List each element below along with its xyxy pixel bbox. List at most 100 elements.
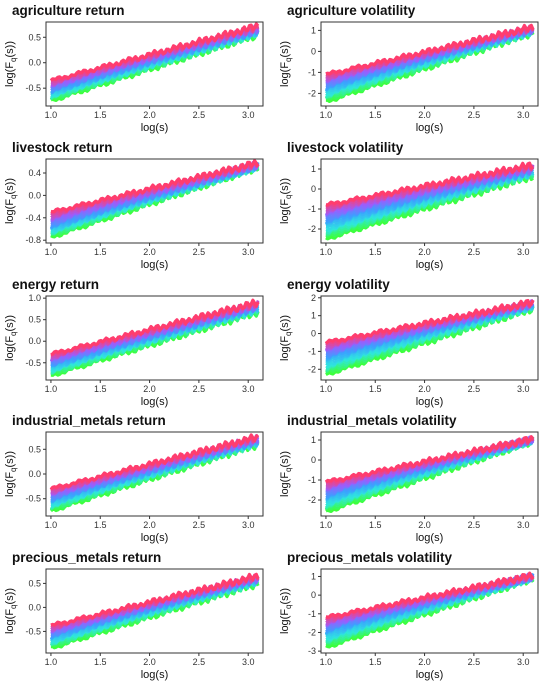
y-tick-label: 0.0	[28, 336, 41, 346]
plot-frame	[45, 295, 264, 381]
y-axis-label: log(Fq(s))	[279, 588, 293, 634]
panel-title: agriculture return	[12, 3, 125, 18]
x-axis-label: log(s)	[416, 669, 444, 681]
x-tick-label: 1.0	[320, 110, 333, 120]
x-tick-label: 1.0	[45, 520, 58, 530]
panel-title: agriculture volatility	[287, 3, 416, 18]
y-tick-label: 0	[311, 184, 316, 194]
data-series-group	[324, 571, 535, 649]
q-curve	[325, 571, 535, 619]
y-tick-label: -2	[308, 364, 316, 374]
y-tick-label: -0.8	[25, 235, 41, 245]
x-axis-label: log(s)	[141, 396, 169, 408]
chart-svg: 1.0 1.5 2.0 2.5 3.0 -0.8 -0.4 0.0 0.4 log(s) log(F…	[4, 158, 264, 271]
x-axis-label: log(s)	[141, 532, 169, 544]
panel-agriculture-return: agriculture return 1.0 1.5 2.0 2.5 3.0 -0.5 0.…	[0, 0, 275, 137]
x-axis-label: log(s)	[141, 259, 169, 271]
x-tick-label: 2.0	[418, 657, 431, 667]
panel-title: industrial_metals return	[12, 413, 166, 428]
y-tick-label: -2	[308, 88, 316, 98]
data-series-group	[49, 298, 260, 377]
data-series-group	[324, 435, 535, 514]
data-series-group	[49, 433, 260, 513]
x-tick-label: 3.0	[517, 520, 530, 530]
plot-frame	[45, 568, 264, 654]
plot-frame	[45, 21, 264, 107]
q-curve	[49, 22, 260, 82]
y-tick-label: 1	[311, 25, 316, 35]
x-tick-label: 3.0	[517, 247, 530, 257]
x-tick-label: 1.0	[45, 110, 58, 120]
q-curve	[49, 433, 260, 491]
y-tick-label: -1	[308, 346, 316, 356]
chart-svg: 1.0 1.5 2.0 2.5 3.0 -0.5 0.0 0.5 log(s) log(Fq(s)…	[4, 431, 264, 544]
y-tick-label: 0.0	[28, 469, 41, 479]
x-tick-label: 1.5	[369, 247, 382, 257]
x-tick-label: 2.5	[468, 520, 481, 530]
x-tick-label: 1.0	[45, 657, 58, 667]
panel-title: energy volatility	[287, 277, 390, 292]
x-tick-label: 2.5	[468, 247, 481, 257]
y-axis-label: log(Fq(s))	[4, 588, 18, 634]
panel-livestock-volatility: livestock volatility 1.0 1.5 2.0 2.5 3.0 -2 -1…	[275, 137, 550, 274]
y-tick-label: 0.0	[28, 602, 41, 612]
x-tick-label: 3.0	[242, 520, 255, 530]
y-axis-label: log(Fq(s))	[279, 178, 293, 224]
panel-title: energy return	[12, 277, 100, 292]
x-tick-label: 3.0	[517, 657, 530, 667]
x-tick-label: 2.5	[468, 657, 481, 667]
x-tick-label: 2.5	[193, 110, 206, 120]
y-axis-label: log(Fq(s))	[4, 315, 18, 361]
y-tick-label: 0.5	[28, 578, 41, 588]
x-axis-label: log(s)	[141, 669, 169, 681]
x-tick-label: 1.0	[45, 384, 58, 394]
y-tick-label: -0.4	[25, 213, 41, 223]
x-tick-label: 1.0	[320, 384, 333, 394]
x-tick-label: 1.5	[94, 247, 107, 257]
y-tick-label: -2	[308, 495, 316, 505]
chart-svg: 1.0 1.5 2.0 2.5 3.0 -3 -2 -1 0 1 log(s) log(Fq(s))	[279, 568, 539, 681]
panel-industrial-metals-return: industrial_metals return 1.0 1.5 2.0 2.5 3.0…	[0, 410, 275, 547]
x-tick-label: 1.5	[94, 657, 107, 667]
y-tick-label: 0	[311, 46, 316, 56]
panel-industrial-metals-volatility: industrial_metals volatility 1.0 1.5 2.0 2.…	[275, 410, 550, 547]
y-tick-label: 1	[311, 311, 316, 321]
x-tick-label: 2.5	[193, 657, 206, 667]
data-series-group	[49, 572, 260, 650]
q-curve	[50, 572, 260, 627]
y-axis-label: log(Fq(s))	[279, 315, 293, 361]
data-series-group	[49, 22, 260, 103]
y-tick-label: -3	[308, 646, 316, 656]
q-curve	[325, 27, 535, 85]
data-series-group	[325, 161, 535, 241]
x-tick-label: 2.0	[418, 247, 431, 257]
x-tick-label: 3.0	[517, 110, 530, 120]
y-tick-label: -0.5	[25, 83, 41, 93]
x-tick-label: 2.0	[418, 110, 431, 120]
x-axis-label: log(s)	[416, 259, 444, 271]
y-tick-label: 2	[311, 293, 316, 303]
panel-title: precious_metals volatility	[287, 550, 453, 565]
panel-energy-return: energy return 1.0 1.5 2.0 2.5 3.0 -0.5 0.0 0.5 1…	[0, 274, 275, 411]
chart-svg: 1.0 1.5 2.0 2.5 3.0 -0.5 0.0 0.5 log(s) log(Fq(s)…	[4, 568, 264, 681]
chart-svg: 1.0 1.5 2.0 2.5 3.0 -2 -1 0 1 log(s) log(Fq(s))	[279, 158, 539, 271]
chart-svg: 1.0 1.5 2.0 2.5 3.0 -2 -1 0 1 log(s) log(Fq(s))	[279, 431, 539, 544]
chart-svg: 1.0 1.5 2.0 2.5 3.0 -0.5 0.0 0.5 log(s) log(Fq(s)…	[4, 21, 264, 134]
x-tick-label: 2.5	[468, 384, 481, 394]
data-series-group	[324, 23, 535, 104]
y-tick-label: 0.5	[28, 32, 41, 42]
panel-title: precious_metals return	[12, 550, 162, 565]
y-tick-label: 0	[311, 329, 316, 339]
chart-svg: 1.0 1.5 2.0 2.5 3.0 -2 -1 0 1 2 log(s) log(Fq(s))	[279, 293, 539, 408]
q-curve	[325, 23, 535, 76]
y-tick-label: 0.5	[28, 444, 41, 454]
chart-svg: 1.0 1.5 2.0 2.5 3.0 -2 -1 0 1 log(s) log(Fq(s))	[279, 21, 539, 134]
x-axis-label: log(s)	[416, 532, 444, 544]
x-tick-label: 1.0	[320, 247, 333, 257]
panel-title: industrial_metals volatility	[287, 413, 457, 428]
x-tick-label: 1.0	[45, 247, 58, 257]
x-tick-label: 2.0	[143, 657, 156, 667]
panel-precious-metals-return: precious_metals return 1.0 1.5 2.0 2.5 3.0 -0…	[0, 547, 275, 684]
x-tick-label: 1.5	[369, 110, 382, 120]
x-tick-label: 2.5	[193, 520, 206, 530]
